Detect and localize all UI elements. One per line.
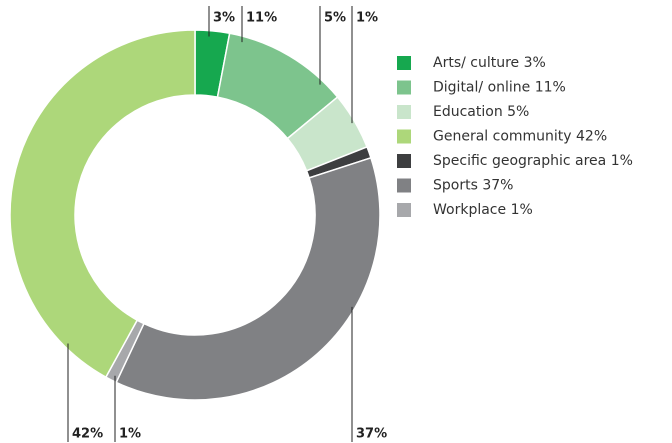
legend-swatch	[397, 105, 411, 119]
legend-swatch	[397, 203, 411, 217]
legend-label: Sports 37%	[433, 178, 513, 194]
legend-label: Arts/ culture 3%	[433, 55, 546, 71]
value-label: 1%	[356, 11, 378, 26]
value-label: 3%	[213, 11, 235, 26]
slice	[9, 29, 196, 379]
legend-swatch	[397, 80, 411, 95]
legend-swatch	[397, 178, 411, 193]
legend-label: General community 42%	[433, 129, 607, 145]
value-label: 1%	[119, 427, 141, 442]
legend-label: Digital/ online 11%	[433, 80, 566, 96]
legend-swatch	[397, 56, 411, 70]
legend-swatch	[397, 154, 411, 168]
legend-label: Workplace 1%	[433, 202, 533, 218]
value-label: 11%	[246, 11, 277, 26]
legend-label: Education 5%	[433, 104, 529, 120]
value-label: 42%	[72, 427, 103, 442]
value-label: 37%	[356, 427, 387, 442]
value-label: 5%	[324, 11, 346, 26]
legend-label: Specific geographic area 1%	[433, 153, 633, 169]
legend-swatch	[397, 129, 411, 144]
slice	[115, 156, 381, 401]
